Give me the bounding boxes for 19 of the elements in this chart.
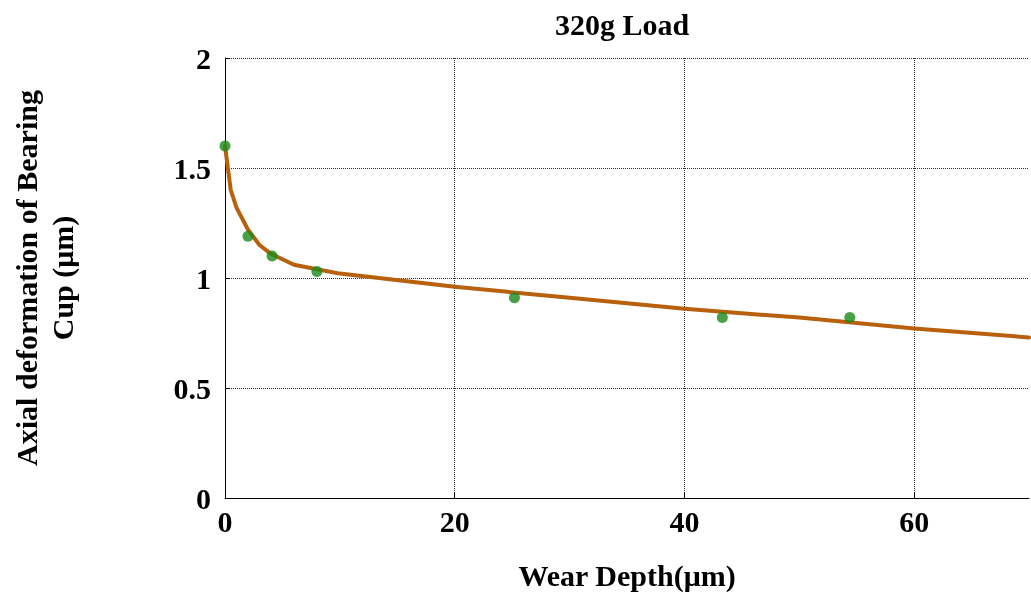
point [844,312,856,324]
x-tick-label: 40 [669,504,700,538]
y-tick-label: 2 [196,41,211,75]
y-tick-label: 1.5 [173,151,211,185]
x-tick-label: 0 [217,504,233,538]
x-tick-label: 20 [439,504,470,538]
point [508,292,520,304]
point [311,265,323,277]
y-tick-label: 0 [196,481,211,515]
x-tick-label: 60 [899,504,930,538]
point [242,230,254,242]
point [219,140,231,152]
y-tick-label: 0.5 [173,371,211,405]
point [266,250,278,262]
x-axis-title: Wear Depth(μm) [518,558,736,593]
y-tick-label: 1 [196,261,211,295]
y-axis-title: Axial deformation of Bearing Cup (μm) [9,90,80,466]
chart-title: 320g Load [554,7,690,41]
point [716,312,728,324]
